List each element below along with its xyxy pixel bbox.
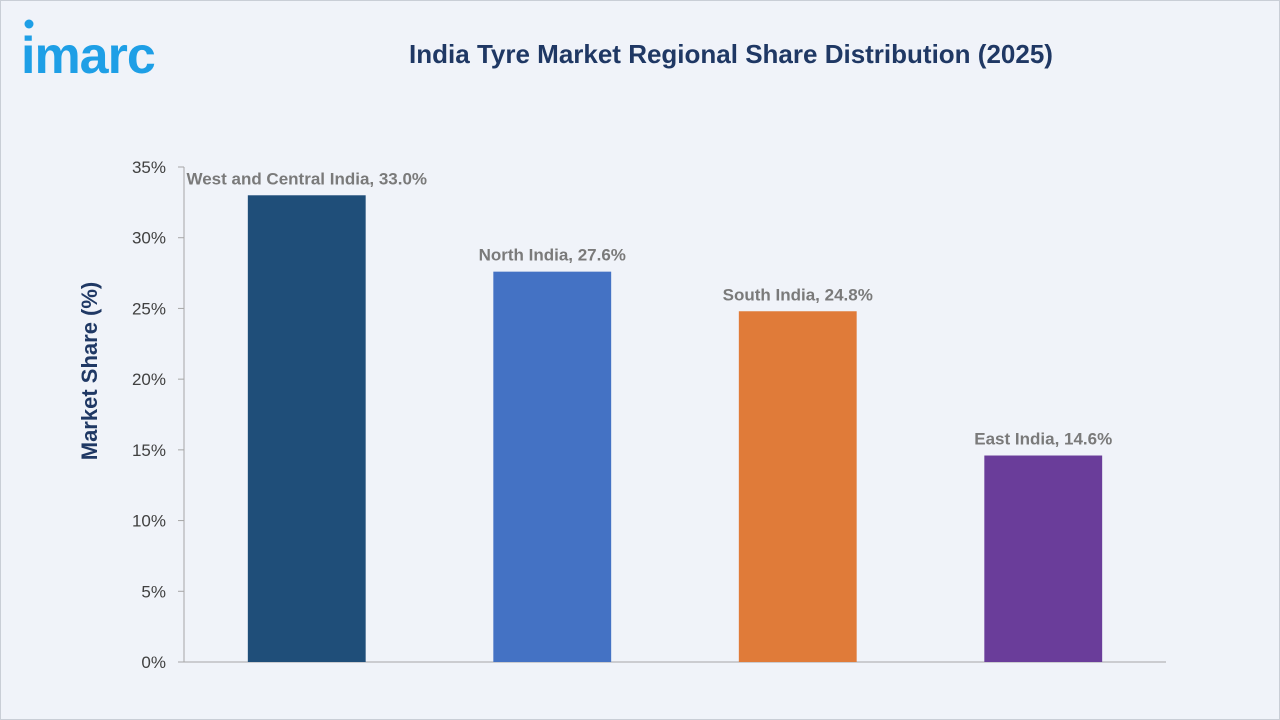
data-label: East India, 14.6% bbox=[974, 430, 1112, 449]
y-tick-label: 0% bbox=[141, 653, 166, 672]
bar-south-india bbox=[738, 311, 857, 662]
data-label: West and Central India, 33.0% bbox=[186, 169, 427, 188]
bar-north-india bbox=[493, 271, 612, 662]
y-axis-label: Market Share (%) bbox=[77, 282, 102, 461]
data-label: North India, 27.6% bbox=[479, 246, 626, 265]
bar-west-and-central-india bbox=[247, 195, 366, 663]
data-labels: West and Central India, 33.0% North India… bbox=[186, 169, 1112, 448]
logo-text: imarc bbox=[21, 27, 155, 85]
bar-east-india bbox=[984, 455, 1103, 662]
y-tick-label: 5% bbox=[141, 582, 166, 601]
imarc-logo: imarc bbox=[21, 19, 156, 85]
y-tick-label: 15% bbox=[132, 441, 166, 460]
bars bbox=[247, 195, 1103, 663]
y-tick-label: 30% bbox=[132, 229, 166, 248]
y-tick-label: 20% bbox=[132, 370, 166, 389]
y-tick-label: 10% bbox=[132, 512, 166, 531]
chart-title: India Tyre Market Regional Share Distrib… bbox=[409, 39, 1053, 69]
data-label: South India, 24.8% bbox=[723, 285, 873, 304]
y-tick-label: 25% bbox=[132, 299, 166, 318]
y-ticks: 0% 5% 10% 15% 20% 25% 30% 35% bbox=[132, 158, 184, 672]
logo-dot bbox=[24, 19, 34, 29]
y-tick-label: 35% bbox=[132, 158, 166, 177]
